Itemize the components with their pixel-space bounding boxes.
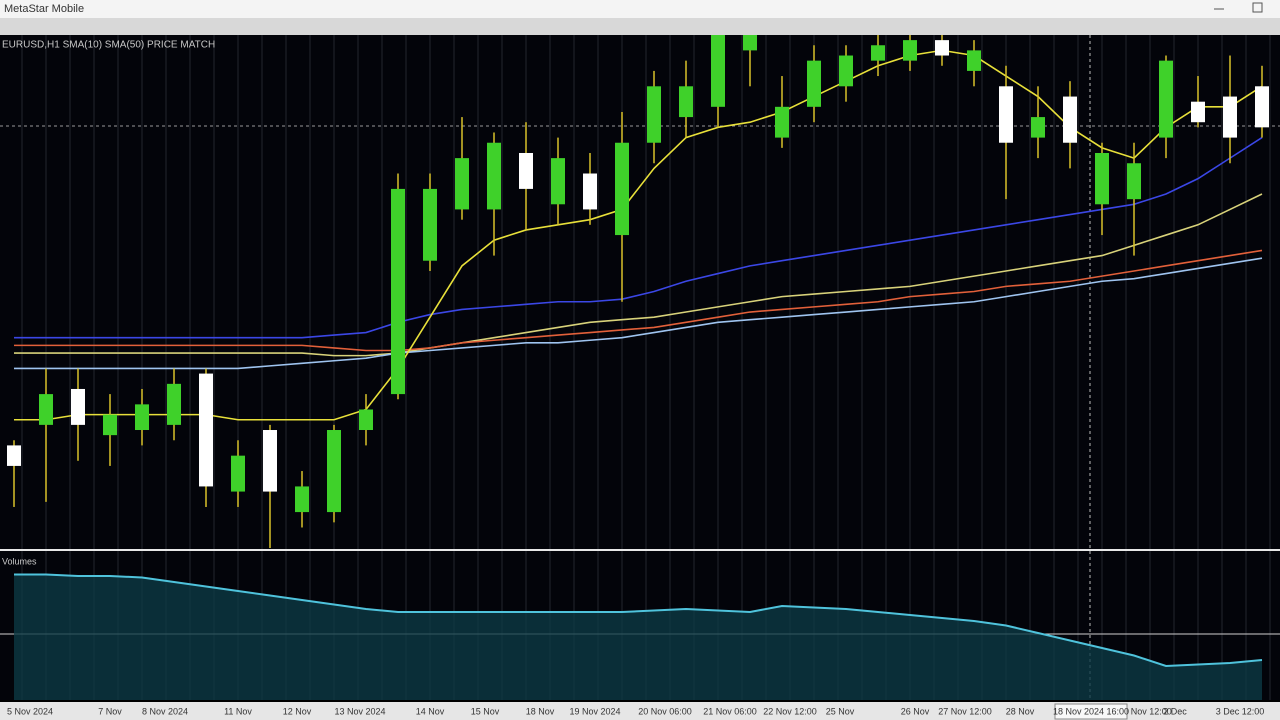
time-label: 20 Nov 06:00 <box>638 706 692 716</box>
time-label: 2 Dec <box>1163 706 1187 716</box>
candle-body <box>967 50 981 71</box>
time-label: 21 Nov 06:00 <box>703 706 757 716</box>
candle-body <box>1063 96 1077 143</box>
time-label: 26 Nov <box>901 706 930 716</box>
candle-body <box>839 55 853 87</box>
candle-body <box>71 388 85 425</box>
time-label: 7 Nov <box>98 706 122 716</box>
moving-average <box>14 136 1263 339</box>
candle-body <box>231 455 245 492</box>
candle-body <box>1159 60 1173 138</box>
symbol-label: EURUSD,H1 SMA(10) SMA(50) PRICE MATCH <box>2 40 215 51</box>
time-label: 22 Nov 12:00 <box>763 706 817 716</box>
time-label: 28 Nov <box>1006 706 1035 716</box>
candle-body <box>487 142 501 210</box>
candle-body <box>327 430 341 513</box>
candle-body <box>103 414 117 436</box>
candle-body <box>679 86 693 118</box>
candle-body <box>903 40 917 61</box>
time-label: 19 Nov 2024 <box>569 706 620 716</box>
time-label: 12 Nov <box>283 706 312 716</box>
candle-body <box>167 383 181 425</box>
moving-average <box>14 193 1263 357</box>
toolbar <box>0 18 1280 35</box>
candle-body <box>423 188 437 261</box>
candle-body <box>39 394 53 425</box>
oscillator-line <box>14 573 1263 668</box>
candle-body <box>1191 101 1205 123</box>
candle-body <box>295 486 309 513</box>
candle-body <box>615 142 629 236</box>
candle-body <box>1031 117 1045 138</box>
candle-body <box>1127 163 1141 200</box>
candle-body <box>999 86 1013 143</box>
maximize-button[interactable] <box>1252 2 1263 13</box>
oscillator-label: Volumes <box>2 556 37 566</box>
time-label: 11 Nov <box>224 706 252 716</box>
candle-body <box>7 445 21 466</box>
candle-body <box>519 152 533 189</box>
candle-body <box>455 158 469 210</box>
candle-body <box>647 86 661 143</box>
candle-body <box>551 158 565 205</box>
time-label: 13 Nov 2024 <box>334 706 385 716</box>
crosshair-time: 18 Nov 2024 16:00 <box>1053 706 1129 716</box>
time-axis <box>0 702 1280 720</box>
time-label: 14 Nov <box>416 706 445 716</box>
candle-body <box>743 35 757 51</box>
candle-body <box>935 40 949 56</box>
crosshair-time-box <box>1054 703 1128 720</box>
candle-body <box>1223 96 1237 138</box>
candle-body <box>359 409 373 431</box>
time-label: 15 Nov <box>471 706 500 716</box>
time-label: 3 Dec 12:00 <box>1216 706 1265 716</box>
time-label: 27 Nov 12:00 <box>938 706 992 716</box>
moving-average <box>14 257 1263 370</box>
candle-body <box>775 106 789 138</box>
candle-body <box>871 45 885 61</box>
moving-average <box>14 49 1263 421</box>
candle-body <box>199 373 213 487</box>
oscillator-fill <box>14 574 1262 700</box>
candle-body <box>135 404 149 431</box>
candle-body <box>807 60 821 107</box>
window-title: MetaStar Mobile <box>4 3 84 15</box>
candle-body <box>391 188 405 395</box>
candle-body <box>1095 152 1109 205</box>
candle-body <box>583 173 597 210</box>
title-bar <box>0 0 1280 18</box>
time-label: 8 Nov 2024 <box>142 706 188 716</box>
candle-body <box>711 35 725 107</box>
time-label: 29 Nov 12:00 <box>1118 706 1172 716</box>
moving-average <box>14 249 1263 352</box>
candle-body <box>263 430 277 492</box>
time-label: 25 Nov <box>826 706 855 716</box>
candle-body <box>1255 86 1269 128</box>
time-label: 5 Nov 2024 <box>7 706 53 716</box>
time-label: 18 Nov <box>526 706 555 716</box>
